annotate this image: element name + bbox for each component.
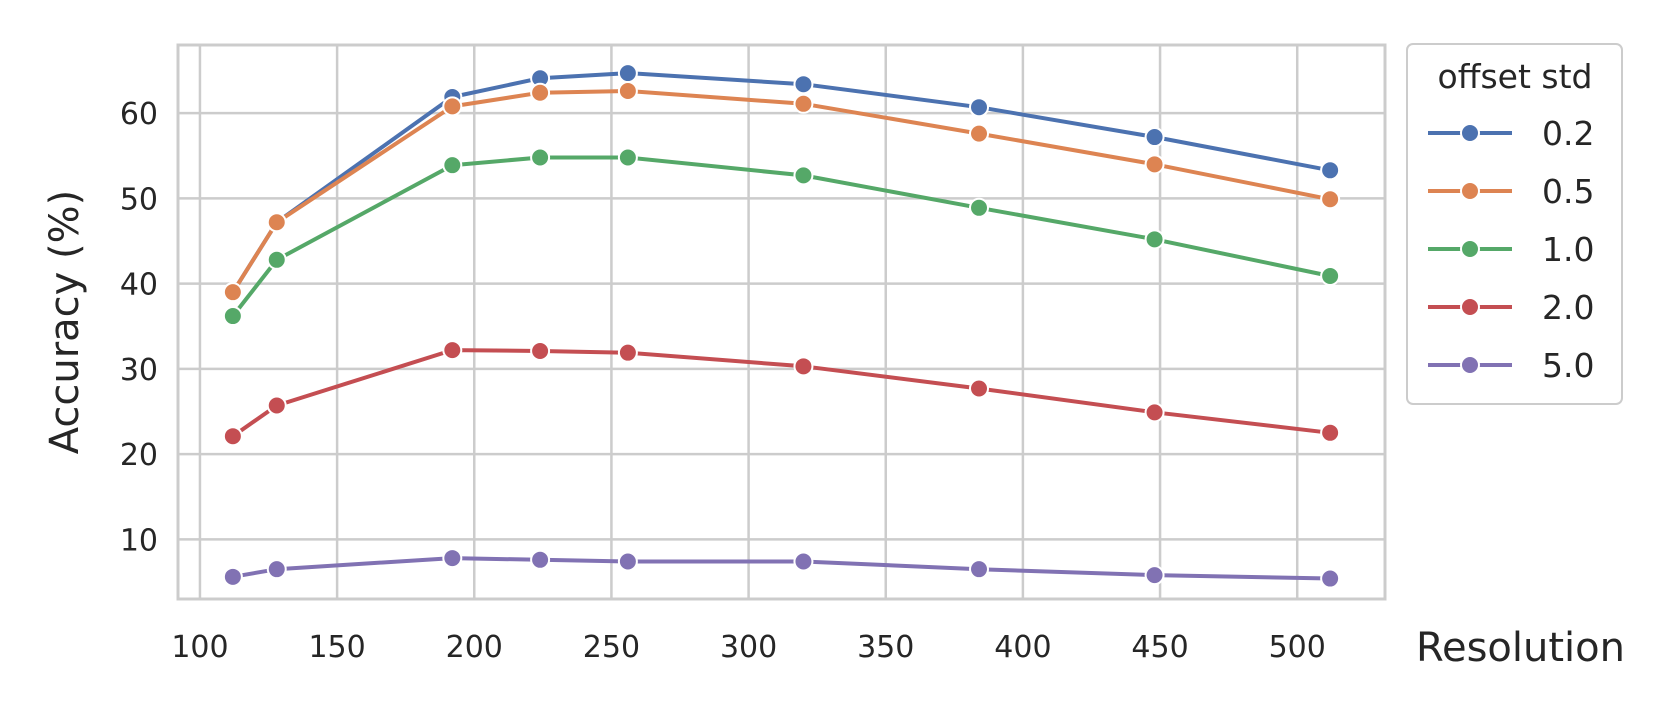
legend-entry: 0.5 bbox=[1428, 172, 1594, 211]
legend-label: 0.2 bbox=[1542, 114, 1594, 153]
data-point bbox=[530, 147, 551, 168]
data-point bbox=[617, 63, 638, 84]
legend-entries: 0.2 0.5 1.0 2.0 5.0 bbox=[1428, 114, 1594, 385]
x-tick-label: 250 bbox=[583, 630, 640, 665]
plot-frame bbox=[176, 43, 1387, 601]
data-point bbox=[969, 197, 990, 218]
y-axis-title: Accuracy (%) bbox=[42, 190, 88, 455]
series-5-0 bbox=[222, 548, 1341, 589]
series-group bbox=[222, 63, 1341, 589]
data-point bbox=[969, 559, 990, 580]
data-point bbox=[617, 81, 638, 102]
x-tick-label: 400 bbox=[994, 630, 1051, 665]
data-point bbox=[1320, 265, 1341, 286]
series-0-5 bbox=[222, 81, 1341, 303]
data-point bbox=[1320, 189, 1341, 210]
data-point bbox=[266, 212, 287, 233]
series-2-0 bbox=[222, 340, 1341, 447]
y-tick-label: 60 bbox=[120, 97, 158, 132]
data-point bbox=[222, 566, 243, 587]
data-point bbox=[1144, 127, 1165, 148]
legend-marker bbox=[1460, 181, 1480, 201]
data-point bbox=[617, 342, 638, 363]
data-point bbox=[969, 97, 990, 118]
legend-label: 0.5 bbox=[1542, 172, 1594, 211]
grid bbox=[178, 45, 1385, 599]
legend-entry: 2.0 bbox=[1428, 288, 1594, 327]
legend-label: 1.0 bbox=[1542, 230, 1594, 269]
x-tick-label: 450 bbox=[1131, 630, 1188, 665]
legend-marker bbox=[1460, 239, 1480, 259]
y-tick-label: 30 bbox=[120, 353, 158, 388]
data-point bbox=[1320, 160, 1341, 181]
data-point bbox=[530, 549, 551, 570]
x-tick-label: 500 bbox=[1269, 630, 1326, 665]
data-point bbox=[442, 340, 463, 361]
legend-entry: 5.0 bbox=[1428, 346, 1594, 385]
data-point bbox=[266, 559, 287, 580]
y-tick-label: 20 bbox=[120, 438, 158, 473]
x-tick-label: 150 bbox=[308, 630, 365, 665]
data-point bbox=[793, 551, 814, 572]
data-point bbox=[442, 155, 463, 176]
data-point bbox=[442, 96, 463, 117]
data-point bbox=[1144, 565, 1165, 586]
data-point bbox=[222, 282, 243, 303]
data-point bbox=[222, 306, 243, 327]
legend-marker bbox=[1460, 123, 1480, 143]
data-point bbox=[617, 551, 638, 572]
x-tick-label: 200 bbox=[446, 630, 503, 665]
data-point bbox=[793, 165, 814, 186]
x-tick-label: 350 bbox=[857, 630, 914, 665]
data-point bbox=[617, 147, 638, 168]
data-point bbox=[1144, 402, 1165, 423]
data-point bbox=[969, 123, 990, 144]
legend-label: 2.0 bbox=[1542, 288, 1594, 327]
y-tick-label: 40 bbox=[120, 268, 158, 303]
data-point bbox=[1320, 422, 1341, 443]
legend-entry: 0.2 bbox=[1428, 114, 1594, 153]
data-point bbox=[442, 548, 463, 569]
data-point bbox=[1144, 154, 1165, 175]
legend-marker bbox=[1460, 355, 1480, 375]
data-point bbox=[530, 82, 551, 103]
data-point bbox=[793, 356, 814, 377]
legend-title: offset std bbox=[1438, 57, 1593, 96]
y-tick-labels: 10 20 30 40 50 60 bbox=[120, 97, 158, 558]
y-tick-label: 50 bbox=[120, 182, 158, 217]
data-point bbox=[266, 395, 287, 416]
x-tick-label: 100 bbox=[171, 630, 228, 665]
legend-marker bbox=[1460, 297, 1480, 317]
data-point bbox=[222, 426, 243, 447]
x-tick-labels: 100 150 200 250 300 350 400 450 500 bbox=[171, 630, 1326, 665]
y-tick-label: 10 bbox=[120, 523, 158, 558]
x-tick-label: 300 bbox=[720, 630, 777, 665]
data-point bbox=[793, 74, 814, 95]
data-point bbox=[1144, 229, 1165, 250]
data-point bbox=[266, 249, 287, 270]
plot-area bbox=[178, 45, 1385, 599]
series-1-0 bbox=[222, 147, 1341, 327]
data-point bbox=[793, 93, 814, 114]
data-point bbox=[530, 340, 551, 361]
x-axis-title: Resolution bbox=[1416, 625, 1625, 671]
data-point bbox=[1320, 568, 1341, 589]
data-point bbox=[969, 378, 990, 399]
legend-entry: 1.0 bbox=[1428, 230, 1594, 269]
legend-label: 5.0 bbox=[1542, 346, 1594, 385]
legend: offset std 0.2 0.5 1.0 2.0 5.0 bbox=[1406, 43, 1623, 405]
